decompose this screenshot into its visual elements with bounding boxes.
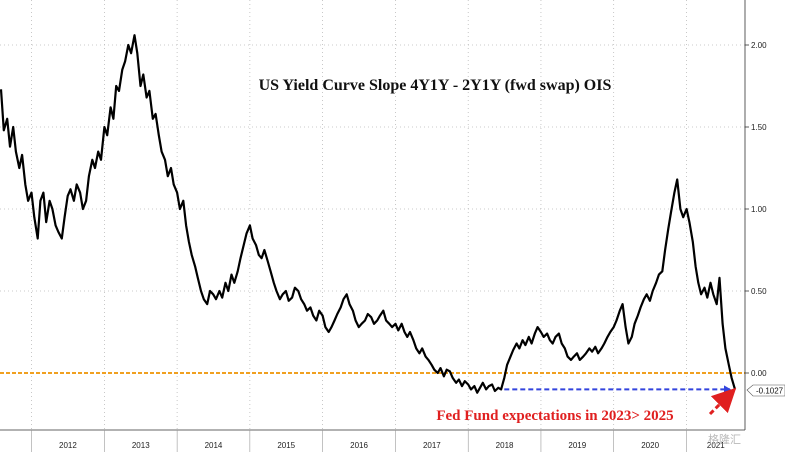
y-tick-label: 1.50 [751,123,767,132]
x-tick-label: 2012 [59,441,77,450]
grid-layer [0,0,745,430]
axis-layer: 2.00 1.50 1.00 0.50 0.00 2012 2013 2014 2015 2016… [0,0,767,452]
watermark-text: 格隆汇 [708,432,741,446]
annotation-text: Fed Fund expectations in 2023> 2025 [436,408,673,424]
y-tick-label: 2.00 [751,41,767,50]
series-line [0,34,737,394]
x-tick-label: 2013 [132,441,150,450]
last-value-label: -0.1027 [756,387,784,396]
x-tick-label: 2020 [641,441,659,450]
x-tick-label: 2021 [707,441,725,450]
chart-title: US Yield Curve Slope 4Y1Y - 2Y1Y (fwd sw… [259,77,612,94]
series-layer [0,34,737,394]
x-tick-label: 2019 [568,441,586,450]
x-tick-label: 2017 [423,441,441,450]
reference-layer [0,372,745,394]
last-value-tag-box [746,384,785,397]
x-tick-label: 2014 [205,441,223,450]
x-tick-label: 2016 [350,441,368,450]
y-tick-label: 0.50 [751,287,767,296]
y-tick-label: 1.00 [751,205,767,214]
x-tick-label: 2015 [277,441,295,450]
annotation-arrow [708,387,737,416]
comparison-arrowhead [724,385,731,394]
x-tick-label: 2018 [496,441,514,450]
y-tick-label: 0.00 [751,369,767,378]
last-value-tag: -0.1027 [746,384,785,397]
